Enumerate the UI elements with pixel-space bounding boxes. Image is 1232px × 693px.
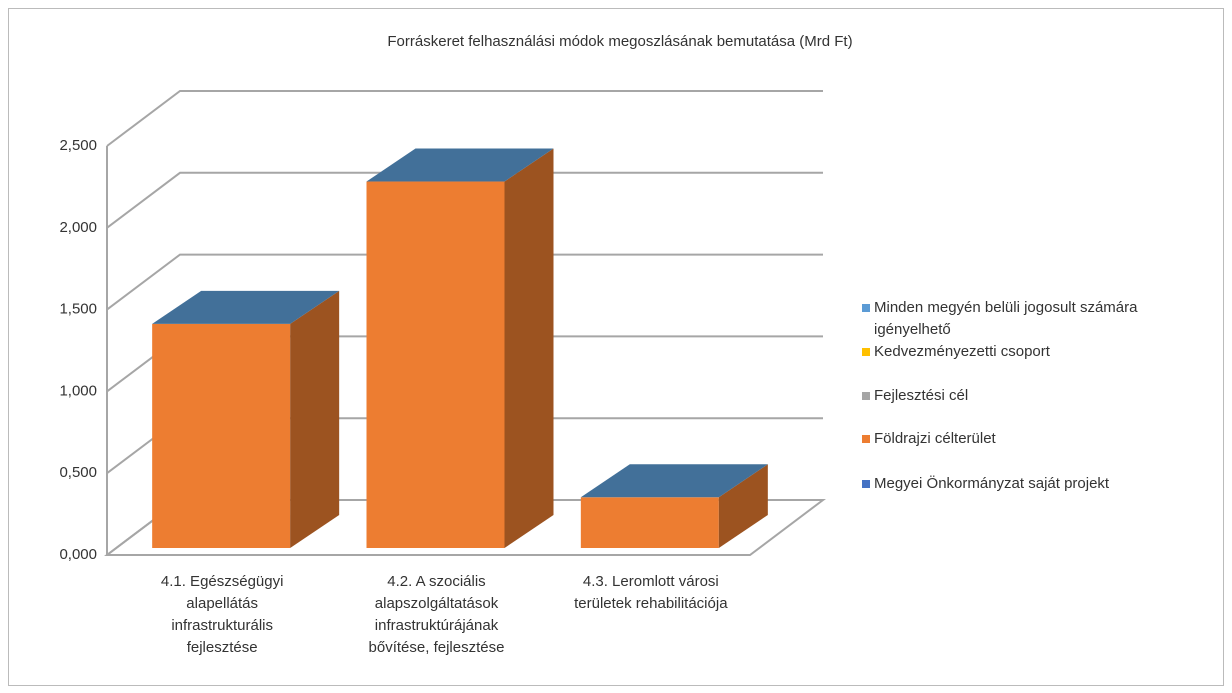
bar-side xyxy=(504,148,554,548)
legend-label: Minden megyén belüli jogosult számára igé… xyxy=(874,299,1138,338)
x-tick-label: 4.2. A szociális alapszolgáltatások infras… xyxy=(369,573,505,656)
grid-line xyxy=(106,253,823,311)
bar-front xyxy=(580,497,719,548)
y-tick-label: 0,500 xyxy=(59,464,97,481)
legend-swatch xyxy=(862,392,870,400)
bar-side xyxy=(290,290,340,548)
y-tick-label: 1,000 xyxy=(59,382,97,399)
legend-swatch xyxy=(862,435,870,443)
x-tick-label: 4.3. Leromlott városi területek rehabilit… xyxy=(574,573,728,612)
bar-top xyxy=(152,290,340,324)
grid-line xyxy=(106,90,823,147)
bar-front xyxy=(366,181,505,548)
y-tick-label: 2,000 xyxy=(59,219,97,236)
y-tick-label: 1,500 xyxy=(59,301,97,318)
legend-label: Fejlesztési cél xyxy=(874,387,968,404)
legend-swatch xyxy=(862,480,870,488)
y-tick-label: 0,000 xyxy=(59,546,97,563)
legend-label: Kedvezményezetti csoport xyxy=(874,343,1051,360)
legend-swatch xyxy=(862,304,870,312)
legend-label: Földrajzi célterület xyxy=(874,430,997,447)
bar-top xyxy=(580,464,768,498)
grid-line xyxy=(106,171,823,229)
x-tick-label: 4.1. Egészségügyi alapellátás infrastruktu… xyxy=(161,573,284,656)
legend-label: Megyei Önkormányzat saját projekt xyxy=(874,474,1110,492)
bar-side xyxy=(718,464,768,548)
y-tick-label: 2,500 xyxy=(59,137,97,154)
bar-front xyxy=(152,323,291,548)
chart-title: Forráskeret felhasználási módok megoszlá… xyxy=(387,33,852,50)
legend-swatch xyxy=(862,348,870,356)
bar-top xyxy=(366,148,554,182)
